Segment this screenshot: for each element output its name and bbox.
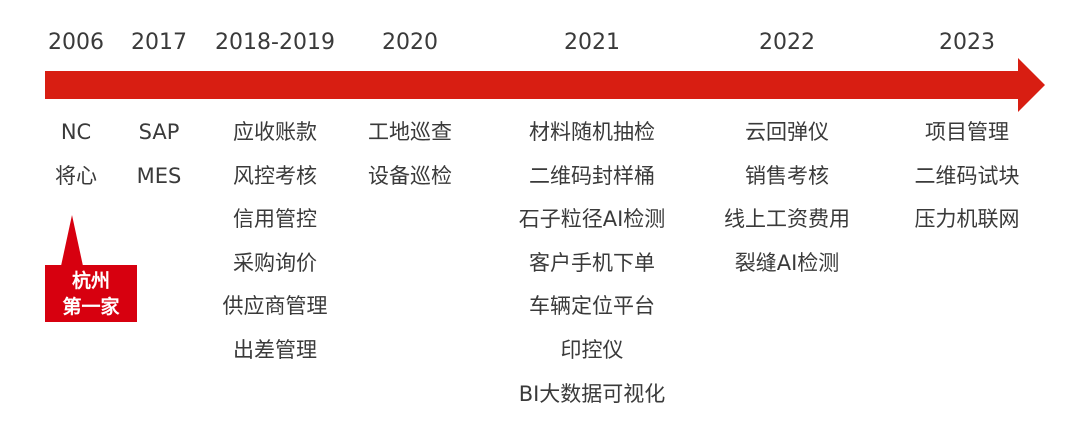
milestone-item: 客户手机下单 <box>528 250 655 275</box>
milestone-item: 印控仪 <box>560 337 624 362</box>
milestone-column: 工地巡查 设备巡检 <box>368 117 452 204</box>
milestone-item: 将心 <box>55 163 97 188</box>
milestone-item: SAP <box>138 120 180 144</box>
milestone-item: 材料随机抽检 <box>528 120 655 144</box>
milestone-column: NC 将心 <box>55 117 97 204</box>
milestone-item: 风控考核 <box>233 163 317 188</box>
milestone-column: 云回弹仪销售考核线上工资费用 裂缝AI检测 <box>724 117 850 291</box>
year-label: 2021 <box>564 30 620 55</box>
milestone-item: 裂缝AI检测 <box>734 250 840 275</box>
milestone-column: SAP MES <box>137 117 182 204</box>
milestone-item: 工地巡查 <box>368 120 452 144</box>
milestone-item: 设备巡检 <box>368 163 452 188</box>
milestone-item: 石子粒径AI检测 <box>518 207 666 232</box>
milestone-item: 应收账款 <box>233 120 317 144</box>
milestone-item: 采购询价 <box>233 250 317 275</box>
callout-line2: 第一家 <box>62 296 120 318</box>
year-label: 2018-2019 <box>215 30 335 55</box>
milestone-item: 车辆定位平台 <box>528 294 655 319</box>
milestone-column: 项目管理二维码试块压力机联网 <box>915 117 1020 248</box>
callout-pointer <box>61 215 83 266</box>
arrow-head <box>1018 58 1045 112</box>
milestone-item: 压力机联网 <box>914 207 1020 232</box>
year-label: 2023 <box>939 30 995 55</box>
milestone-item: 供应商管理 <box>222 294 328 319</box>
milestone-item: BI大数据可视化 <box>518 381 666 406</box>
year-label: 2020 <box>382 30 438 55</box>
milestone-column: 应收账款风控考核信用管控采购询价供应商管理出差管理 <box>223 117 328 379</box>
milestone-item: 信用管控 <box>233 207 317 232</box>
milestone-item: 二维码封样桶 <box>528 163 655 188</box>
year-label: 2017 <box>131 30 187 55</box>
year-label: 2006 <box>48 30 104 55</box>
milestone-item: 项目管理 <box>925 120 1009 144</box>
callout-badge: 杭州 第一家 <box>45 265 137 322</box>
milestone-column: 材料随机抽检 二维码封样桶 石子粒径AI检测 客户手机下单 车辆定位平台 印控仪 BI大数据… <box>519 117 666 422</box>
milestone-item: 二维码试块 <box>914 163 1020 188</box>
milestone-item: 线上工资费用 <box>724 207 850 232</box>
milestone-item: NC <box>60 120 92 144</box>
milestone-item: MES <box>136 163 182 188</box>
milestone-item: 销售考核 <box>745 163 829 188</box>
milestone-item: 云回弹仪 <box>745 120 829 144</box>
year-label: 2022 <box>759 30 815 55</box>
milestone-item: 出差管理 <box>233 337 317 362</box>
callout-line1: 杭州 <box>71 270 110 292</box>
timeline-bar <box>45 71 1020 99</box>
